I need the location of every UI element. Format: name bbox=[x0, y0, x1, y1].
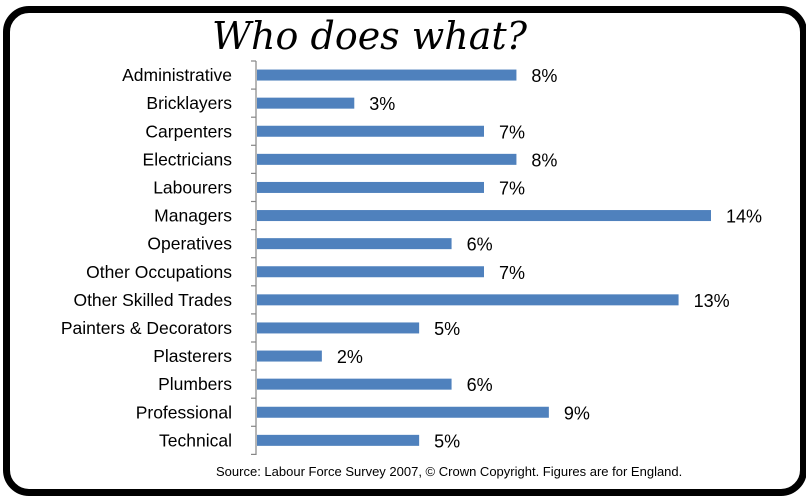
value-label-other-occupations: 7% bbox=[499, 263, 525, 283]
bar-plasterers bbox=[257, 350, 322, 362]
bar-plumbers bbox=[257, 378, 452, 390]
category-label-electricians: Electricians bbox=[143, 149, 233, 169]
category-label-bricklayers: Bricklayers bbox=[146, 93, 232, 113]
value-labels: 8% 3% 7% 8% 7% 14% 6% 7% 13% 5% 2% 6% 9% 5% bbox=[337, 66, 762, 451]
category-label-professional: Professional bbox=[136, 402, 232, 422]
category-label-other-occupations: Other Occupations bbox=[86, 262, 232, 282]
bar-painters-and-decorators bbox=[257, 322, 420, 334]
bar-electricians bbox=[257, 153, 517, 165]
chart-title: Who does what? bbox=[212, 14, 528, 58]
value-label-professional: 9% bbox=[564, 403, 590, 423]
category-label-plumbers: Plumbers bbox=[158, 374, 232, 394]
category-label-painters-and-decorators: Painters & Decorators bbox=[61, 318, 232, 338]
value-label-plumbers: 6% bbox=[467, 375, 493, 395]
bar-operatives bbox=[257, 238, 452, 250]
category-label-labourers: Labourers bbox=[153, 177, 232, 197]
source-note: Source: Labour Force Survey 2007, © Crow… bbox=[216, 464, 682, 479]
value-label-managers: 14% bbox=[726, 207, 762, 227]
bar-carpenters bbox=[257, 125, 484, 137]
category-label-technical: Technical bbox=[159, 430, 232, 450]
value-label-technical: 5% bbox=[434, 431, 460, 451]
bar-professional bbox=[257, 406, 549, 418]
value-label-labourers: 7% bbox=[499, 178, 525, 198]
value-label-carpenters: 7% bbox=[499, 122, 525, 142]
y-axis-ticks bbox=[251, 60, 256, 455]
category-label-administrative: Administrative bbox=[122, 65, 232, 85]
bar-managers bbox=[257, 210, 711, 222]
category-label-carpenters: Carpenters bbox=[145, 121, 232, 141]
value-label-operatives: 6% bbox=[467, 235, 493, 255]
category-label-plasterers: Plasterers bbox=[153, 346, 232, 366]
category-label-managers: Managers bbox=[154, 206, 232, 226]
bar-bricklayers bbox=[257, 97, 355, 109]
value-label-painters-and-decorators: 5% bbox=[434, 319, 460, 339]
value-label-bricklayers: 3% bbox=[369, 94, 395, 114]
bar-other-skilled-trades bbox=[257, 294, 679, 306]
value-label-other-skilled-trades: 13% bbox=[694, 291, 730, 311]
value-label-plasterers: 2% bbox=[337, 347, 363, 367]
bar-technical bbox=[257, 434, 420, 446]
bar-labourers bbox=[257, 181, 484, 193]
bars bbox=[257, 69, 711, 446]
category-labels: Administrative Bricklayers Carpenters Elect… bbox=[61, 65, 232, 450]
category-label-operatives: Operatives bbox=[147, 234, 232, 254]
category-label-other-skilled-trades: Other Skilled Trades bbox=[73, 290, 232, 310]
value-label-administrative: 8% bbox=[531, 66, 557, 86]
bar-other-occupations bbox=[257, 266, 484, 278]
bar-administrative bbox=[257, 69, 517, 81]
value-label-electricians: 8% bbox=[531, 150, 557, 170]
